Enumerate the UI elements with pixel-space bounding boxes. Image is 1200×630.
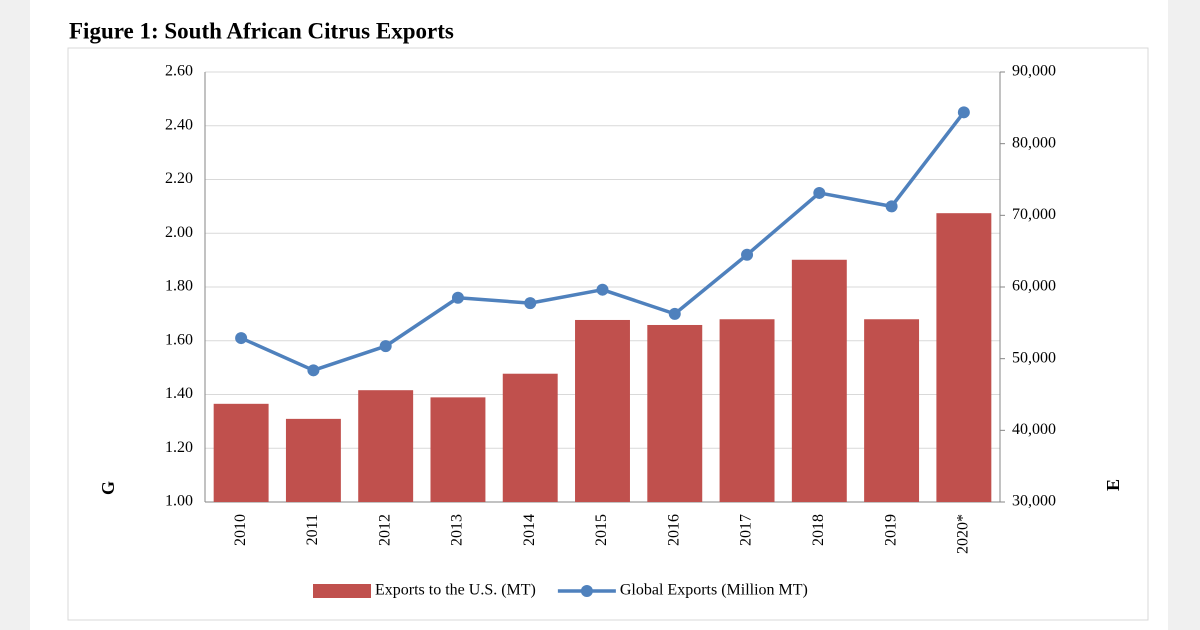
y-tick-label: 2.40	[165, 116, 193, 133]
bar	[285, 418, 341, 502]
y2-tick-label: 50,000	[1012, 349, 1056, 366]
chart: Figure 1: South African Citrus Exports 1…	[67, 18, 1149, 621]
line-marker	[957, 106, 970, 119]
bar	[647, 324, 703, 502]
x-tick-label: 2013	[449, 514, 466, 546]
bar	[719, 319, 775, 502]
legend-label: Exports to the U.S. (MT)	[375, 582, 536, 599]
chart-title: Figure 1: South African Citrus Exports	[69, 18, 454, 43]
bar	[502, 373, 558, 502]
y-axis-label: G	[98, 481, 118, 495]
bar	[575, 319, 630, 502]
y2-tick-label: 80,000	[1012, 134, 1056, 151]
line-marker	[451, 291, 464, 304]
y-tick-label: 2.60	[165, 63, 193, 80]
line-marker	[379, 340, 392, 353]
bar	[864, 319, 920, 502]
y-tick-label: 1.80	[165, 278, 193, 295]
legend-swatch	[313, 584, 371, 598]
y2-tick-label: 60,000	[1012, 278, 1056, 295]
line-marker	[307, 364, 320, 377]
bar	[791, 259, 847, 502]
y-tick-label: 1.60	[165, 331, 193, 348]
line-marker	[524, 297, 537, 310]
legend-label: Global Exports (Million MT)	[620, 582, 808, 599]
bar	[213, 403, 269, 502]
y2-tick-label: 90,000	[1012, 63, 1056, 80]
y2-tick-label: 40,000	[1012, 421, 1056, 438]
line-marker	[668, 307, 681, 320]
line-marker	[235, 332, 248, 345]
y-tick-label: 1.20	[165, 439, 193, 456]
y-tick-label: 1.40	[165, 385, 193, 402]
y2-tick-label: 30,000	[1012, 493, 1056, 510]
y2-axis-label: E	[1103, 479, 1123, 491]
y-tick-label: 2.20	[165, 170, 193, 187]
chart-frame	[67, 47, 1149, 621]
y-tick-label: 1.00	[165, 493, 193, 510]
x-tick-label: 2017	[738, 514, 755, 546]
y2-tick-label: 70,000	[1012, 206, 1056, 223]
bar	[936, 213, 992, 502]
x-tick-label: 2012	[376, 514, 393, 546]
line-marker	[885, 200, 898, 213]
x-tick-label: 2011	[304, 514, 321, 545]
x-tick-label: 2014	[521, 514, 538, 546]
line-marker	[813, 186, 826, 199]
legend-swatch	[580, 585, 593, 597]
content: Figure 1: South African Citrus Exports 1…	[30, 0, 1168, 630]
bar	[358, 390, 414, 502]
y-tick-label: 2.00	[165, 224, 193, 241]
line-marker	[596, 283, 609, 296]
line-marker	[741, 248, 754, 261]
bar	[430, 397, 486, 502]
x-tick-label: 2020*	[955, 514, 972, 554]
x-tick-label: 2015	[593, 514, 610, 546]
x-tick-label: 2010	[232, 514, 249, 546]
x-tick-label: 2016	[665, 514, 682, 546]
x-tick-label: 2018	[810, 514, 827, 546]
x-tick-label: 2019	[882, 514, 899, 546]
